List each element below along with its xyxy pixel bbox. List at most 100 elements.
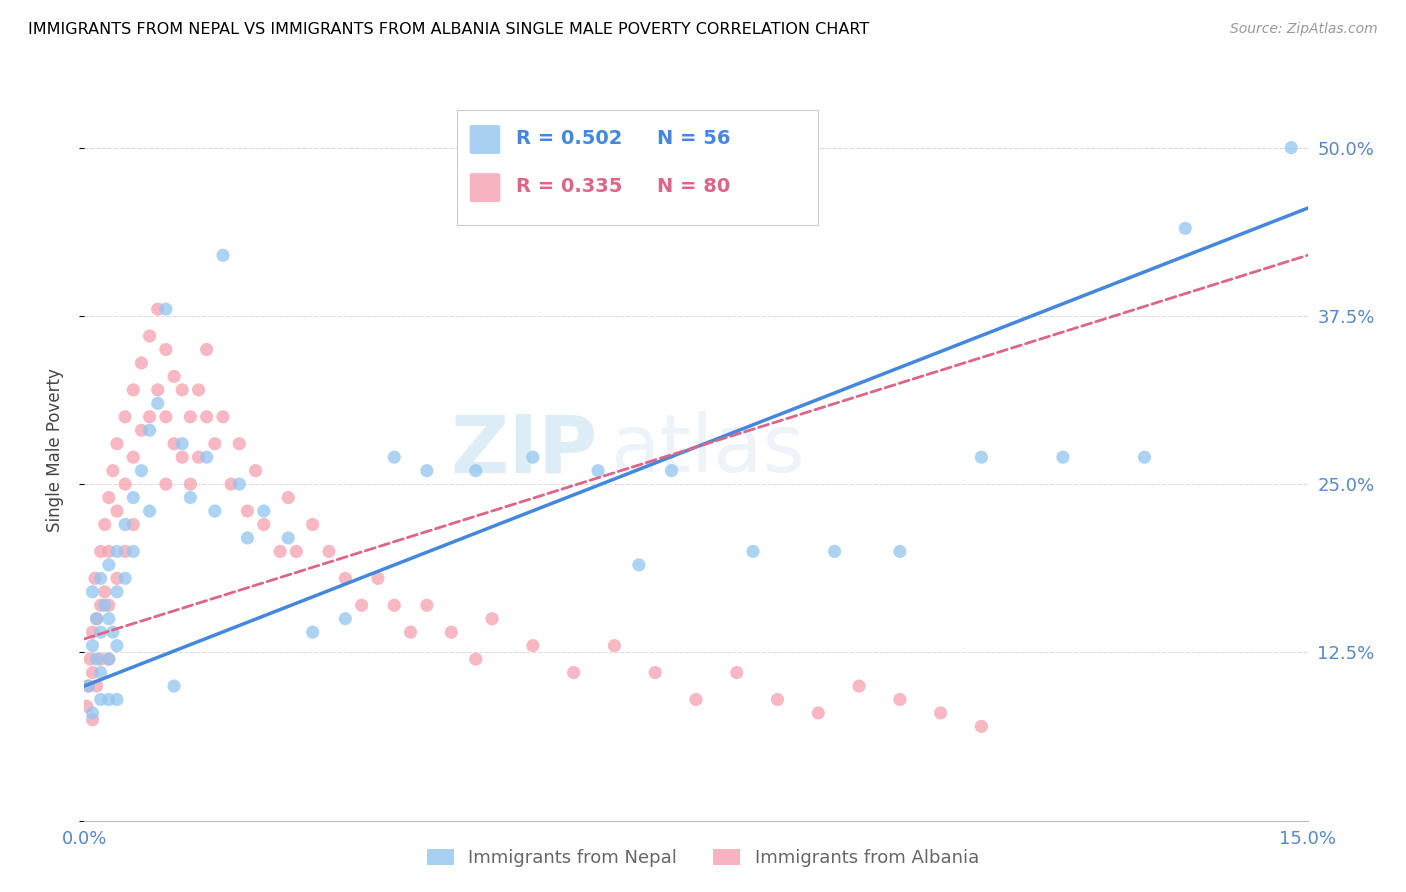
Point xyxy=(285,544,308,558)
Point xyxy=(82,625,104,640)
Point xyxy=(122,450,145,465)
Point xyxy=(187,383,209,397)
Point xyxy=(1174,221,1197,235)
Point xyxy=(131,423,153,437)
Point xyxy=(101,625,124,640)
Point xyxy=(277,531,299,545)
Point xyxy=(245,464,267,478)
Point xyxy=(114,409,136,424)
Point xyxy=(90,652,112,666)
Point xyxy=(228,477,250,491)
Point xyxy=(350,599,373,613)
Point xyxy=(82,584,104,599)
Point xyxy=(725,665,748,680)
Point xyxy=(146,383,169,397)
Text: R = 0.335: R = 0.335 xyxy=(516,177,623,196)
Point xyxy=(101,464,124,478)
FancyBboxPatch shape xyxy=(457,110,818,225)
Point xyxy=(179,477,201,491)
Point xyxy=(187,450,209,465)
Point xyxy=(86,679,108,693)
Point xyxy=(155,302,177,317)
Point xyxy=(97,491,120,505)
Point xyxy=(382,599,405,613)
Point xyxy=(382,450,405,465)
Point xyxy=(464,464,486,478)
Point xyxy=(481,612,503,626)
Point xyxy=(90,571,112,585)
Point xyxy=(79,652,101,666)
Point xyxy=(195,409,218,424)
Point xyxy=(889,544,911,558)
Point xyxy=(929,706,952,720)
Y-axis label: Single Male Poverty: Single Male Poverty xyxy=(45,368,63,533)
Point xyxy=(970,450,993,465)
Point xyxy=(742,544,765,558)
Point xyxy=(82,706,104,720)
Point xyxy=(155,343,177,357)
Point xyxy=(97,544,120,558)
Point xyxy=(77,679,100,693)
Point xyxy=(970,719,993,733)
Point xyxy=(1279,140,1302,154)
Point xyxy=(82,665,104,680)
Point xyxy=(301,625,323,640)
Point xyxy=(90,665,112,680)
Point xyxy=(97,652,120,666)
Point xyxy=(155,477,177,491)
Point xyxy=(122,517,145,532)
Point xyxy=(172,436,194,450)
Point xyxy=(824,544,846,558)
Point xyxy=(301,517,323,532)
Point xyxy=(122,491,145,505)
Point xyxy=(236,531,259,545)
Point xyxy=(90,692,112,706)
Point xyxy=(416,464,439,478)
Point xyxy=(97,692,120,706)
Point xyxy=(253,504,276,518)
Point xyxy=(172,450,194,465)
Point xyxy=(93,599,115,613)
Point xyxy=(146,302,169,317)
Point xyxy=(76,699,98,714)
Point xyxy=(114,477,136,491)
Point xyxy=(86,612,108,626)
Point xyxy=(464,652,486,666)
Point xyxy=(212,248,235,262)
Point xyxy=(269,544,291,558)
Point xyxy=(114,517,136,532)
Point xyxy=(90,625,112,640)
Point xyxy=(195,343,218,357)
Point xyxy=(236,504,259,518)
Point xyxy=(114,571,136,585)
Point xyxy=(105,571,128,585)
Point xyxy=(204,504,226,518)
Point xyxy=(105,544,128,558)
Point xyxy=(522,639,544,653)
Point xyxy=(1133,450,1156,465)
Point xyxy=(163,436,186,450)
Point xyxy=(172,383,194,397)
Point xyxy=(90,544,112,558)
Point xyxy=(131,464,153,478)
Point xyxy=(440,625,463,640)
Text: Source: ZipAtlas.com: Source: ZipAtlas.com xyxy=(1230,22,1378,37)
Legend: Immigrants from Nepal, Immigrants from Albania: Immigrants from Nepal, Immigrants from A… xyxy=(419,841,987,874)
Point xyxy=(122,383,145,397)
Point xyxy=(848,679,870,693)
Point xyxy=(179,409,201,424)
Point xyxy=(84,571,107,585)
Point xyxy=(204,436,226,450)
Point xyxy=(105,639,128,653)
Point xyxy=(766,692,789,706)
Point xyxy=(146,396,169,410)
Point xyxy=(131,356,153,370)
Point xyxy=(86,612,108,626)
Point xyxy=(105,436,128,450)
FancyBboxPatch shape xyxy=(470,125,501,154)
Point xyxy=(93,517,115,532)
Point xyxy=(603,639,626,653)
Point xyxy=(138,504,160,518)
Text: atlas: atlas xyxy=(610,411,804,490)
Point xyxy=(644,665,666,680)
